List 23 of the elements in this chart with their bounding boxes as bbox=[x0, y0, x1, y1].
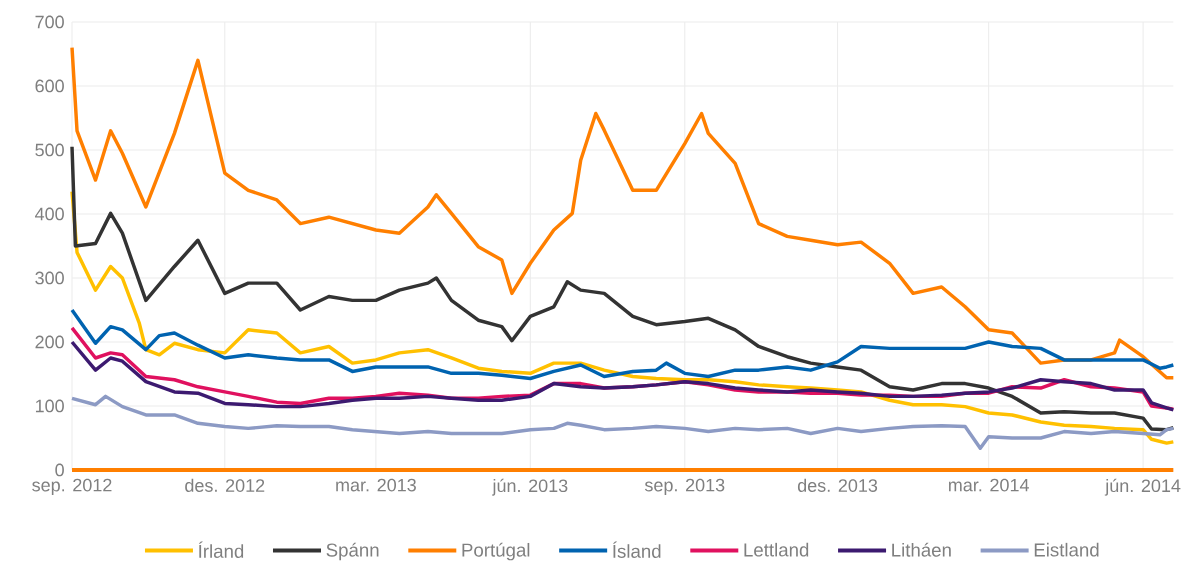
legend-label: Írland bbox=[198, 541, 244, 558]
y-tick-label: 700 bbox=[35, 15, 64, 29]
y-tick-label: 400 bbox=[35, 207, 64, 221]
y-tick-label: 0 bbox=[55, 463, 64, 477]
legend-label: Ísland bbox=[613, 541, 661, 558]
legend-label: Spánn bbox=[326, 542, 379, 561]
y-tick-label: 100 bbox=[35, 399, 64, 413]
x-tick-label: jún. 2014 bbox=[1104, 478, 1181, 496]
legend-label: Portúgal bbox=[462, 542, 530, 561]
x-tick-label: jún. 2013 bbox=[492, 478, 568, 496]
y-tick-label: 600 bbox=[35, 79, 64, 93]
legend-label: Eistland bbox=[1034, 542, 1099, 557]
y-tick-label: 300 bbox=[35, 271, 64, 285]
x-tick-label: des. 2012 bbox=[185, 478, 265, 492]
x-tick-label: mar. 2014 bbox=[948, 478, 1029, 492]
legend-label: Litháen bbox=[892, 542, 951, 557]
x-tick-label: sep. 2012 bbox=[32, 478, 112, 496]
x-tick-label: sep. 2013 bbox=[644, 478, 725, 496]
y-tick-label: 200 bbox=[35, 335, 64, 349]
x-tick-label: mar. 2013 bbox=[336, 478, 416, 492]
x-tick-label: des. 2013 bbox=[797, 478, 878, 492]
legend-label: Lettland bbox=[744, 542, 809, 557]
y-tick-label: 500 bbox=[35, 143, 64, 157]
